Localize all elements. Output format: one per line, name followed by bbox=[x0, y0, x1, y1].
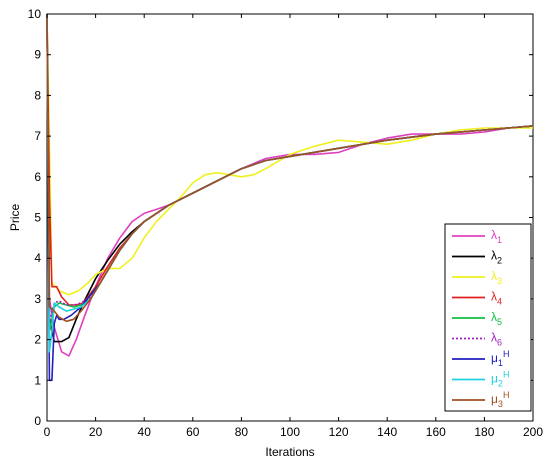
x-tick-label: 120 bbox=[329, 425, 349, 439]
y-tick-label: 4 bbox=[34, 251, 41, 265]
series-layer bbox=[46, 13, 534, 382]
y-tick-label: 7 bbox=[34, 129, 41, 143]
legend-label-6: λ6 bbox=[491, 331, 502, 348]
series-line-3 bbox=[46, 13, 533, 296]
x-axis-label: Iterations bbox=[265, 445, 314, 459]
y-tick-label: 8 bbox=[34, 88, 41, 102]
legend-label-3: λ3 bbox=[491, 269, 502, 286]
legend-sub: 1 bbox=[497, 235, 502, 245]
legend-sub: 5 bbox=[497, 317, 502, 327]
legend-sub: 1 bbox=[498, 358, 503, 368]
legend-label-2: λ2 bbox=[491, 249, 502, 266]
y-tick-label: 6 bbox=[34, 170, 41, 184]
legend-label-4: λ4 bbox=[491, 290, 502, 307]
y-axis-label: Price bbox=[8, 204, 22, 232]
legend-label-5: λ5 bbox=[491, 310, 502, 327]
x-tick-label: 0 bbox=[44, 425, 51, 439]
x-tick-label: 100 bbox=[280, 425, 300, 439]
x-tick-label: 80 bbox=[235, 425, 249, 439]
legend-sub: 4 bbox=[497, 297, 502, 307]
x-tick-label: 20 bbox=[89, 425, 103, 439]
tick-layer: 0 20 40 60 80 100 120 140 160 180 200 0 1 2 3 4 5 6 7 8 9 10 bbox=[28, 7, 544, 439]
x-tick-label: 200 bbox=[523, 425, 543, 439]
y-tick-label: 2 bbox=[34, 333, 41, 347]
x-tick-label: 60 bbox=[186, 425, 200, 439]
x-tick-label: 160 bbox=[426, 425, 446, 439]
y-tick-label: 5 bbox=[34, 211, 41, 225]
y-tick-label: 1 bbox=[34, 373, 41, 387]
legend-sub: 3 bbox=[498, 399, 503, 409]
legend-sub: 3 bbox=[497, 276, 502, 286]
y-tick-label: 9 bbox=[34, 48, 41, 62]
y-tick-label: 0 bbox=[34, 414, 41, 428]
legend-label-1: λ1 bbox=[491, 228, 502, 245]
x-tick-label: 180 bbox=[474, 425, 494, 439]
legend-sub: 6 bbox=[497, 338, 502, 348]
legend-sup: H bbox=[503, 349, 510, 359]
legend-sup: H bbox=[503, 370, 510, 380]
x-tick-label: 140 bbox=[377, 425, 397, 439]
x-tick-label: 40 bbox=[138, 425, 152, 439]
y-tick-label: 10 bbox=[28, 7, 42, 21]
y-tick-label: 3 bbox=[34, 292, 41, 306]
legend-sub: 2 bbox=[498, 379, 503, 389]
series-line-9 bbox=[46, 13, 534, 323]
legend-sub: 2 bbox=[497, 256, 502, 266]
legend-sup: H bbox=[503, 390, 510, 400]
